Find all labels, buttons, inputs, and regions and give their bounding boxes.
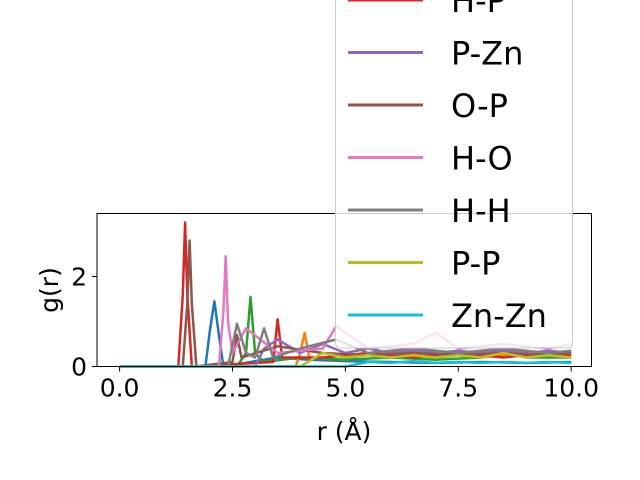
series-line-9: [119, 359, 572, 368]
legend-entry: O-P: [451, 87, 508, 125]
x-tick-label: 7.5: [438, 374, 478, 403]
y-tick-label: 2: [71, 263, 87, 292]
legend: H-P P-Zn O-P H-O H-H P-P Zn-Zn: [335, 0, 573, 349]
x-axis: 0.0 2.5 5.0 7.5 10.0: [100, 366, 599, 403]
legend-entry: Zn-Zn: [451, 297, 547, 335]
series-layer: [119, 221, 572, 368]
y-tick-label: 0: [71, 353, 87, 382]
legend-box: [335, 0, 573, 349]
legend-entry: H-H: [451, 192, 511, 230]
y-axis: 02: [71, 263, 97, 382]
legend-entry: H-P: [451, 0, 506, 20]
series-line-7: [119, 322, 572, 368]
legend-entry: P-P: [451, 245, 500, 283]
series-line-5: [119, 239, 572, 368]
legend-entry: P-Zn: [451, 35, 523, 73]
x-tick-label: 0.0: [100, 374, 140, 403]
legend-entry: H-O: [451, 140, 513, 178]
y-axis-label: g(r): [35, 267, 64, 313]
series-line-8: [119, 351, 572, 368]
x-tick-label: 10.0: [543, 374, 599, 403]
x-tick-label: 5.0: [325, 374, 365, 403]
x-axis-label: r (Å): [317, 417, 372, 446]
x-tick-label: 2.5: [213, 374, 253, 403]
